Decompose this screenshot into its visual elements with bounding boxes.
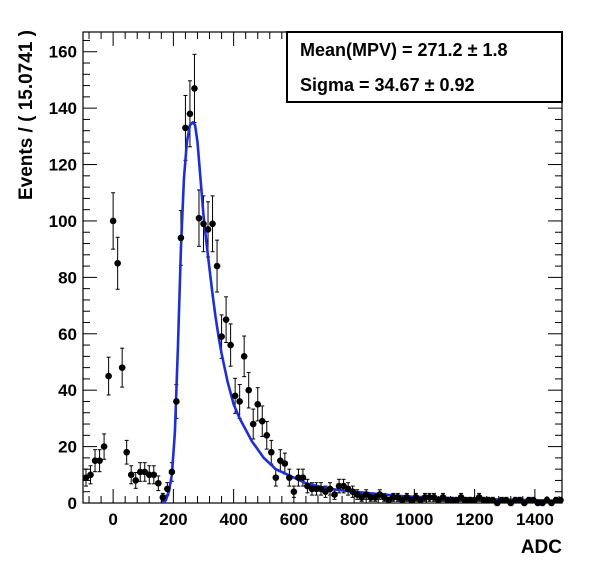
x-tick-label: 200 — [159, 510, 187, 529]
data-point — [236, 398, 243, 405]
data-point — [155, 479, 162, 487]
data-point — [200, 220, 207, 228]
data-point — [272, 474, 280, 481]
data-point — [204, 226, 212, 233]
fit-curve-line — [161, 120, 563, 504]
data-point — [552, 496, 560, 504]
data-point — [218, 333, 225, 340]
axis-ticks: 0 200 400 600 800 1000 1200 1400 0 20 40 60 80 100 120… — [49, 32, 562, 529]
data-point — [498, 496, 506, 504]
data-point — [87, 471, 94, 479]
data-point — [191, 85, 198, 92]
x-tick-label: 1000 — [395, 510, 433, 529]
error-bars — [83, 53, 564, 504]
data-point — [525, 496, 533, 504]
y-tick-label: 120 — [49, 156, 77, 175]
stats-mean-label: Mean(MPV) = 271.2 — [300, 40, 468, 60]
data-point — [136, 468, 144, 476]
data-point — [313, 485, 320, 493]
data-point — [254, 400, 262, 408]
data-point — [512, 496, 519, 504]
stats-mean-error: ± 1.8 — [468, 40, 508, 60]
data-point — [177, 234, 185, 242]
data-point — [281, 460, 289, 467]
stats-sigma-label: Sigma = 34.67 — [300, 75, 425, 95]
data-point — [389, 494, 397, 501]
data-point — [462, 496, 469, 504]
x-tick-label: 400 — [219, 510, 247, 529]
data-point — [249, 420, 257, 428]
data-point — [164, 485, 171, 493]
data-point — [258, 417, 266, 425]
y-tick-label: 60 — [58, 325, 77, 344]
data-point — [367, 494, 375, 501]
data-point — [227, 341, 234, 349]
data-point — [127, 471, 135, 479]
data-point — [132, 477, 140, 484]
data-point — [118, 364, 126, 371]
data-point — [267, 448, 275, 456]
data-point — [240, 353, 248, 360]
data-point — [150, 471, 158, 479]
data-point — [444, 496, 451, 504]
data-point — [209, 220, 216, 228]
x-tick-label: 800 — [340, 510, 368, 529]
data-point — [195, 214, 203, 222]
fit-curve-layer — [161, 120, 563, 504]
data-point — [299, 474, 307, 481]
x-tick-label: 600 — [280, 510, 308, 529]
data-point — [295, 474, 302, 481]
y-tick-label: 160 — [49, 43, 77, 62]
y-axis-title: Events / ( 15.0741 ) — [16, 30, 37, 200]
stats-mean-line: Mean(MPV) = 271.2 ± 1.8 — [300, 40, 507, 60]
data-point — [109, 217, 117, 225]
data-point — [326, 485, 334, 493]
x-tick-label: 0 — [108, 510, 117, 529]
y-tick-label: 100 — [49, 212, 77, 231]
data-point — [100, 443, 108, 450]
data-point — [426, 494, 433, 501]
data-point — [480, 496, 487, 504]
data-point — [123, 448, 130, 456]
data-point — [245, 386, 252, 394]
data-point — [557, 496, 564, 504]
data-points — [82, 85, 564, 507]
y-tick-label: 40 — [58, 381, 77, 400]
x-axis-title: ADC — [521, 537, 562, 558]
data-point — [114, 259, 121, 267]
data-point — [286, 474, 293, 481]
data-point — [308, 485, 316, 493]
data-point — [168, 468, 176, 476]
data-point — [335, 482, 343, 490]
y-tick-label: 80 — [58, 268, 77, 287]
x-tick-label: 1200 — [456, 510, 494, 529]
data-point — [159, 494, 167, 501]
data-point — [182, 124, 189, 132]
data-point — [231, 392, 239, 400]
stats-sigma-line: Sigma = 34.67 ± 0.92 — [300, 75, 475, 95]
data-point — [186, 110, 194, 118]
data-point — [263, 432, 271, 439]
data-point — [145, 471, 153, 479]
data-point — [213, 262, 221, 270]
y-tick-label: 20 — [58, 438, 77, 457]
stats-sigma-error: ± 0.92 — [425, 75, 475, 95]
data-point — [105, 372, 112, 380]
data-point — [96, 457, 103, 464]
y-tick-label: 0 — [68, 494, 77, 513]
stats-box: Mean(MPV) = 271.2 ± 1.8 Sigma = 34.67 ± … — [286, 31, 563, 103]
data-point — [466, 496, 474, 504]
data-point — [173, 398, 180, 405]
x-tick-label: 1400 — [516, 510, 554, 529]
data-point — [534, 499, 542, 507]
y-tick-label: 140 — [49, 99, 77, 118]
data-point — [91, 457, 99, 464]
data-point — [222, 316, 230, 323]
data-point — [331, 491, 338, 498]
